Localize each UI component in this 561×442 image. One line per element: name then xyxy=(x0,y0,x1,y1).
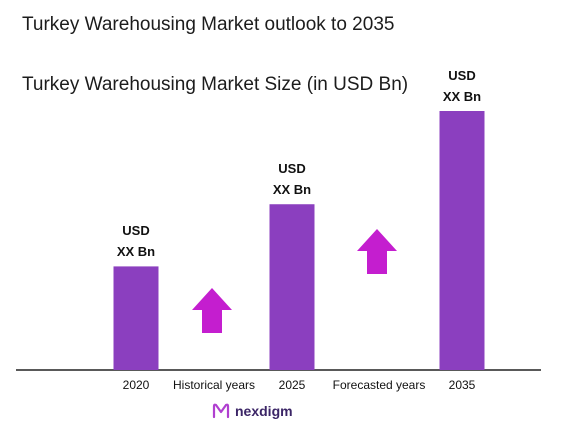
nexdigm-logo-icon xyxy=(212,403,230,419)
x-tick-label-2035: 2035 xyxy=(448,378,476,392)
bar-2020 xyxy=(113,266,159,370)
chart-subtitle: Turkey Warehousing Market Size (in USD B… xyxy=(22,74,409,95)
bar-value-label-2035: USD XX Bn xyxy=(442,68,482,104)
chart-title: Turkey Warehousing Market outlook to 203… xyxy=(22,14,395,35)
growth-arrow-forecasted xyxy=(357,229,397,274)
nexdigm-logo-text: nexdigm xyxy=(235,403,293,419)
bar-2035 xyxy=(439,111,485,370)
x-tick-label-2020: 2020 xyxy=(122,378,150,392)
period-label-forecasted: Forecasted years xyxy=(332,378,426,392)
growth-arrow-historical xyxy=(192,288,232,333)
period-label-historical: Historical years xyxy=(172,378,256,392)
bar-value-label-2020: USD XX Bn xyxy=(116,223,156,260)
nexdigm-logo: nexdigm xyxy=(212,403,293,419)
x-tick-label-2025: 2025 xyxy=(278,378,306,392)
bar-value-label-2025: USD XX Bn xyxy=(272,161,312,198)
bar-2025 xyxy=(269,204,315,370)
